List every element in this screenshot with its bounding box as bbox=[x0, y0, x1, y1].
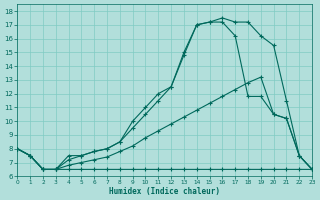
X-axis label: Humidex (Indice chaleur): Humidex (Indice chaleur) bbox=[109, 187, 220, 196]
